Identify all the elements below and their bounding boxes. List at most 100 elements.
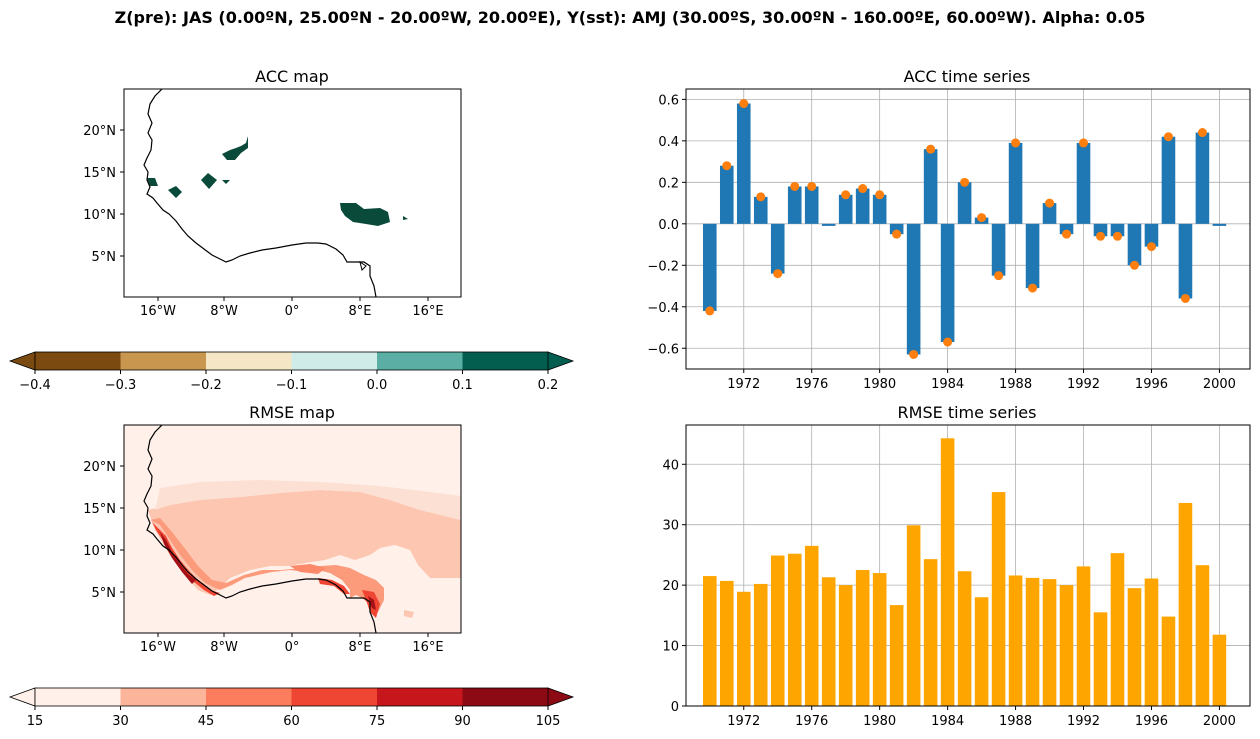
bar [1059,223,1074,235]
bar [906,525,921,706]
colorbar-extend-low [8,687,36,707]
acc-map-panel: ACC map 16°W 8°W 0° 8°E 16°E 5°N 10°N 15°N 20°N [83,67,462,319]
bar [787,553,802,706]
data-point [1028,283,1038,293]
bar [1093,223,1108,237]
bar [940,438,955,706]
colorbar-segment [120,352,207,370]
colorbar-tick-label: 45 [198,714,215,729]
data-point [1096,231,1106,241]
colorbar-segment [377,352,463,370]
bar [736,103,751,224]
bar [736,591,751,706]
rmse-map-fill [148,480,461,618]
map-lon-label: 16°E [412,304,443,319]
bar [1212,223,1227,226]
bar [753,583,768,706]
bar [1076,566,1091,706]
colorbar-tick-label: 0.1 [452,378,473,393]
colorbar-extend-high [547,687,575,707]
y-tick-label: 0 [671,700,679,715]
bar [957,182,972,224]
rmse-map-title: RMSE map [249,403,335,422]
map-lon-label: 8°E [349,304,372,319]
acc-map-coastline [143,89,377,297]
bar [1076,142,1091,224]
data-point [705,306,715,316]
acc-timeseries-title: ACC time series [904,67,1031,86]
colorbar-tick-label: −0.4 [19,378,51,393]
bar [923,559,938,706]
bar [974,597,989,706]
bar [1178,502,1193,706]
bar [838,194,853,224]
map-lon-label: 0° [285,304,300,319]
bar [872,194,887,224]
data-point [1163,132,1173,142]
data-point [773,269,783,279]
bar [1110,553,1125,706]
x-tick-label: 1972 [727,714,760,729]
bar [702,223,717,311]
data-point [1146,242,1156,252]
acc-map-title: ACC map [255,67,329,86]
bar [1093,612,1108,706]
data-point [926,144,936,154]
bar [923,149,938,224]
y-tick-label: −0.2 [647,259,679,274]
colorbar-segment [291,688,378,706]
bar [1195,132,1210,224]
bar [855,570,870,706]
bar [906,223,921,355]
bar [770,223,785,274]
bar [719,580,734,706]
map-lat-label: 5°N [92,250,117,265]
rmse-colorbar: 15 30 45 60 75 90 105 [8,687,575,729]
colorbar-segment [35,352,121,370]
acc-colorbar: −0.4 −0.3 −0.2 −0.1 0.0 0.1 0.2 [8,351,575,393]
bar [753,196,768,224]
data-point [1129,260,1139,270]
x-tick-label: 1992 [1067,714,1100,729]
colorbar-segment [206,352,292,370]
bar [1161,616,1176,706]
data-point [1045,198,1055,208]
x-tick-label: 1992 [1067,377,1100,392]
rmse-map-panel: RMSE map 16°W 8°W 0° 8°E 16°E 5°N 10°N 15°N 20°N [83,403,462,655]
bar [1008,142,1023,224]
y-tick-label: −0.4 [647,301,679,316]
colorbar-extend-high [547,351,575,371]
data-point [960,177,970,187]
data-point [909,349,919,359]
bar [957,571,972,706]
colorbar-segment [291,352,378,370]
data-point [892,229,902,239]
colorbar-segment [120,688,207,706]
data-point [1079,138,1089,148]
bar [1042,579,1057,706]
x-tick-label: 1988 [999,714,1032,729]
data-point [977,213,987,223]
colorbar-tick-label: −0.2 [190,378,222,393]
y-tick-label: 20 [662,579,679,594]
bar [719,165,734,224]
y-tick-label: −0.6 [647,342,679,357]
colorbar-tick-label: 60 [283,714,300,729]
x-tick-label: 2000 [1203,714,1236,729]
bar [1161,136,1176,224]
bar [1178,223,1193,299]
map-lat-label: 10°N [83,208,116,223]
x-tick-label: 1980 [863,714,896,729]
bar [1144,223,1159,247]
y-tick-label: 0.2 [658,176,679,191]
bar [787,186,802,224]
map-lon-label: 8°W [210,640,238,655]
colorbar-tick-label: 105 [536,714,561,729]
y-tick-label: 0.6 [658,93,679,108]
plot-frame [685,88,1251,370]
bar [804,545,819,706]
colorbar-tick-label: −0.1 [276,378,308,393]
colorbar-tick-label: −0.3 [105,378,137,393]
acc-map-fill [147,136,408,226]
colorbar-tick-label: 15 [27,714,44,729]
